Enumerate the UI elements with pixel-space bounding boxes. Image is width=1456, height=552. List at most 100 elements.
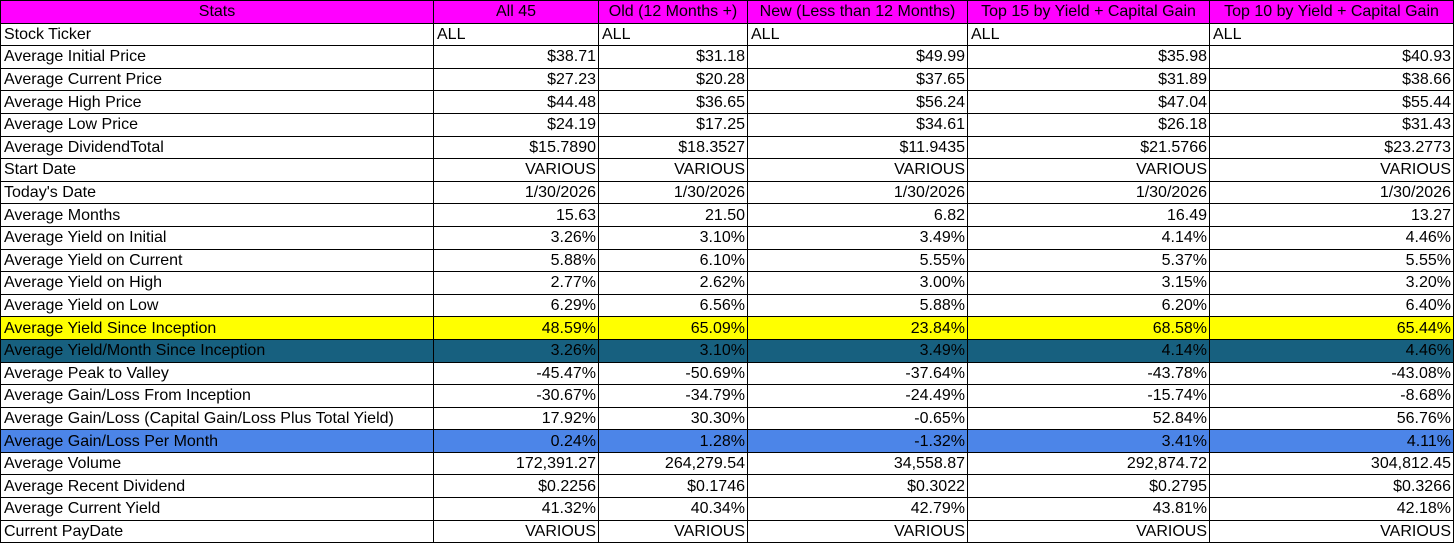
row-label-cell[interactable]: Average Yield on Initial bbox=[0, 225, 434, 250]
value-cell[interactable]: ALL bbox=[433, 22, 599, 47]
value-cell[interactable]: VARIOUS bbox=[747, 519, 968, 544]
row-label-cell[interactable]: Average Gain/Loss (Capital Gain/Loss Plu… bbox=[0, 406, 434, 431]
value-cell[interactable]: VARIOUS bbox=[433, 519, 599, 544]
row-label-cell[interactable]: Average Gain/Loss From Inception bbox=[0, 384, 434, 408]
header-cell-new[interactable]: New (Less than 12 Months) bbox=[747, 0, 968, 24]
value-cell[interactable]: 1/30/2026 bbox=[747, 180, 968, 205]
row-label-cell[interactable]: Average Peak to Valley bbox=[0, 361, 434, 386]
value-cell[interactable]: $40.93 bbox=[1209, 45, 1454, 69]
value-cell[interactable]: 2.77% bbox=[433, 271, 599, 295]
value-cell[interactable]: 3.15% bbox=[967, 271, 1210, 295]
value-cell[interactable]: $18.3527 bbox=[598, 135, 748, 160]
row-label-cell[interactable]: Average Current Yield bbox=[0, 497, 434, 521]
value-cell[interactable]: $20.28 bbox=[598, 67, 748, 92]
value-cell[interactable]: VARIOUS bbox=[598, 158, 748, 182]
value-cell[interactable]: 0.24% bbox=[433, 429, 599, 453]
value-cell[interactable]: 41.32% bbox=[433, 497, 599, 521]
value-cell[interactable]: $44.48 bbox=[433, 90, 599, 114]
value-cell[interactable]: 6.40% bbox=[1209, 293, 1454, 318]
row-label-cell[interactable]: Average Recent Dividend bbox=[0, 474, 434, 499]
value-cell[interactable]: $11.9435 bbox=[747, 135, 968, 160]
value-cell[interactable]: $37.65 bbox=[747, 67, 968, 92]
value-cell[interactable]: -34.79% bbox=[598, 384, 748, 408]
value-cell[interactable]: 5.55% bbox=[1209, 248, 1454, 273]
value-cell[interactable]: 17.92% bbox=[433, 406, 599, 431]
value-cell[interactable]: $36.65 bbox=[598, 90, 748, 114]
value-cell[interactable]: 6.20% bbox=[967, 293, 1210, 318]
value-cell[interactable]: VARIOUS bbox=[433, 158, 599, 182]
value-cell[interactable]: 6.29% bbox=[433, 293, 599, 318]
value-cell[interactable]: 304,812.45 bbox=[1209, 451, 1454, 476]
value-cell[interactable]: $0.1746 bbox=[598, 474, 748, 499]
value-cell[interactable]: VARIOUS bbox=[598, 519, 748, 544]
value-cell[interactable]: 3.00% bbox=[747, 271, 968, 295]
value-cell[interactable]: 65.09% bbox=[598, 316, 748, 340]
value-cell[interactable]: 6.82 bbox=[747, 203, 968, 227]
row-label-cell[interactable]: Average Yield Since Inception bbox=[0, 316, 434, 340]
value-cell[interactable]: 2.62% bbox=[598, 271, 748, 295]
value-cell[interactable]: $56.24 bbox=[747, 90, 968, 114]
value-cell[interactable]: $55.44 bbox=[1209, 90, 1454, 114]
value-cell[interactable]: 3.10% bbox=[598, 225, 748, 250]
value-cell[interactable]: -8.68% bbox=[1209, 384, 1454, 408]
value-cell[interactable]: 1/30/2026 bbox=[967, 180, 1210, 205]
value-cell[interactable]: 1.28% bbox=[598, 429, 748, 453]
value-cell[interactable]: VARIOUS bbox=[1209, 519, 1454, 544]
value-cell[interactable]: -24.49% bbox=[747, 384, 968, 408]
value-cell[interactable]: 4.46% bbox=[1209, 225, 1454, 250]
value-cell[interactable]: VARIOUS bbox=[747, 158, 968, 182]
value-cell[interactable]: VARIOUS bbox=[967, 519, 1210, 544]
value-cell[interactable]: $15.7890 bbox=[433, 135, 599, 160]
value-cell[interactable]: 292,874.72 bbox=[967, 451, 1210, 476]
row-label-cell[interactable]: Start Date bbox=[0, 158, 434, 182]
value-cell[interactable]: ALL bbox=[598, 22, 748, 47]
value-cell[interactable]: -0.65% bbox=[747, 406, 968, 431]
value-cell[interactable]: $0.3266 bbox=[1209, 474, 1454, 499]
value-cell[interactable]: $23.2773 bbox=[1209, 135, 1454, 160]
value-cell[interactable]: 16.49 bbox=[967, 203, 1210, 227]
value-cell[interactable]: 52.84% bbox=[967, 406, 1210, 431]
header-cell-stats[interactable]: Stats bbox=[0, 0, 434, 24]
value-cell[interactable]: ALL bbox=[747, 22, 968, 47]
value-cell[interactable]: -43.08% bbox=[1209, 361, 1454, 386]
value-cell[interactable]: -50.69% bbox=[598, 361, 748, 386]
value-cell[interactable]: VARIOUS bbox=[1209, 158, 1454, 182]
value-cell[interactable]: 42.79% bbox=[747, 497, 968, 521]
value-cell[interactable]: 3.26% bbox=[433, 338, 599, 363]
value-cell[interactable]: -45.47% bbox=[433, 361, 599, 386]
row-label-cell[interactable]: Today's Date bbox=[0, 180, 434, 205]
value-cell[interactable]: 3.49% bbox=[747, 225, 968, 250]
header-cell-top-15[interactable]: Top 15 by Yield + Capital Gain bbox=[967, 0, 1210, 24]
value-cell[interactable]: VARIOUS bbox=[967, 158, 1210, 182]
value-cell[interactable]: 5.88% bbox=[747, 293, 968, 318]
row-label-cell[interactable]: Stock Ticker bbox=[0, 22, 434, 47]
header-cell-old[interactable]: Old (12 Months +) bbox=[598, 0, 748, 24]
value-cell[interactable]: 3.20% bbox=[1209, 271, 1454, 295]
value-cell[interactable]: $31.43 bbox=[1209, 112, 1454, 137]
value-cell[interactable]: 4.14% bbox=[967, 225, 1210, 250]
value-cell[interactable]: 4.14% bbox=[967, 338, 1210, 363]
value-cell[interactable]: 68.58% bbox=[967, 316, 1210, 340]
value-cell[interactable]: $26.18 bbox=[967, 112, 1210, 137]
value-cell[interactable]: 34,558.87 bbox=[747, 451, 968, 476]
value-cell[interactable]: 15.63 bbox=[433, 203, 599, 227]
value-cell[interactable]: $21.5766 bbox=[967, 135, 1210, 160]
value-cell[interactable]: $35.98 bbox=[967, 45, 1210, 69]
value-cell[interactable]: 4.11% bbox=[1209, 429, 1454, 453]
value-cell[interactable]: 1/30/2026 bbox=[433, 180, 599, 205]
row-label-cell[interactable]: Current PayDate bbox=[0, 519, 434, 544]
row-label-cell[interactable]: Average Yield on Current bbox=[0, 248, 434, 273]
value-cell[interactable]: $47.04 bbox=[967, 90, 1210, 114]
value-cell[interactable]: $31.89 bbox=[967, 67, 1210, 92]
row-label-cell[interactable]: Average DividendTotal bbox=[0, 135, 434, 160]
value-cell[interactable]: 56.76% bbox=[1209, 406, 1454, 431]
value-cell[interactable]: $24.19 bbox=[433, 112, 599, 137]
value-cell[interactable]: 30.30% bbox=[598, 406, 748, 431]
row-label-cell[interactable]: Average Current Price bbox=[0, 67, 434, 92]
value-cell[interactable]: $0.3022 bbox=[747, 474, 968, 499]
value-cell[interactable]: 264,279.54 bbox=[598, 451, 748, 476]
value-cell[interactable]: -30.67% bbox=[433, 384, 599, 408]
value-cell[interactable]: 65.44% bbox=[1209, 316, 1454, 340]
value-cell[interactable]: $38.66 bbox=[1209, 67, 1454, 92]
value-cell[interactable]: 5.55% bbox=[747, 248, 968, 273]
